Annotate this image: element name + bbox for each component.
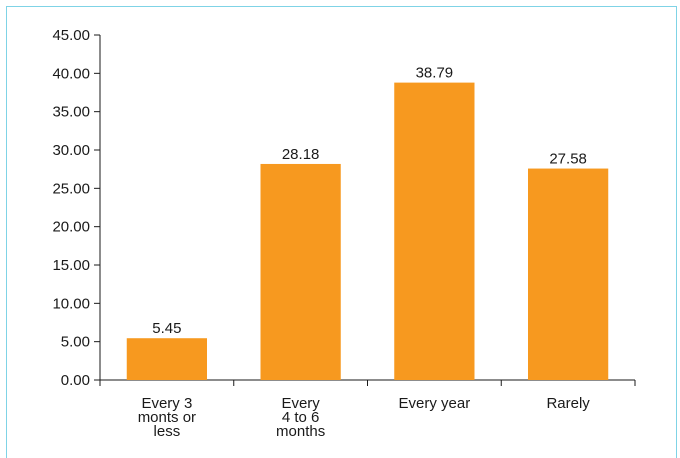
category-label: less xyxy=(154,423,181,440)
data-labels: 5.45 28.18 38.79 27.58 xyxy=(152,65,587,338)
y-tick-label: 0.00 xyxy=(61,372,90,389)
bar xyxy=(528,168,609,380)
chart-frame xyxy=(6,6,677,458)
y-tick-label: 35.00 xyxy=(52,104,90,121)
y-tick-label: 25.00 xyxy=(52,180,90,197)
data-label: 5.45 xyxy=(152,320,181,337)
category-label: monts or xyxy=(138,409,196,426)
y-tick-label: 40.00 xyxy=(52,65,90,82)
y-tick-label: 5.00 xyxy=(61,334,90,351)
category-label: Every xyxy=(281,395,320,412)
category-label: Every 3 xyxy=(141,395,192,412)
data-label: 28.18 xyxy=(282,146,320,163)
x-axis xyxy=(99,379,636,386)
y-tick-label: 10.00 xyxy=(52,295,90,312)
bars xyxy=(126,82,609,381)
bar xyxy=(394,82,475,381)
category-label: Rarely xyxy=(546,395,590,412)
data-label: 38.79 xyxy=(416,65,454,82)
data-label: 27.58 xyxy=(549,151,587,168)
y-tick-label: 45.00 xyxy=(52,27,90,44)
y-tick-label: 30.00 xyxy=(52,142,90,159)
y-tick-label: 20.00 xyxy=(52,219,90,236)
category-label: 4 to 6 xyxy=(282,409,320,426)
bar xyxy=(260,163,341,380)
category-label: Every year xyxy=(399,395,471,412)
y-axis: 0.00 5.00 10.00 15.00 20.00 25.00 30.00 35.00 40… xyxy=(52,27,101,389)
category-label: months xyxy=(276,423,325,440)
bar xyxy=(126,338,207,380)
y-tick-label: 15.00 xyxy=(52,257,90,274)
